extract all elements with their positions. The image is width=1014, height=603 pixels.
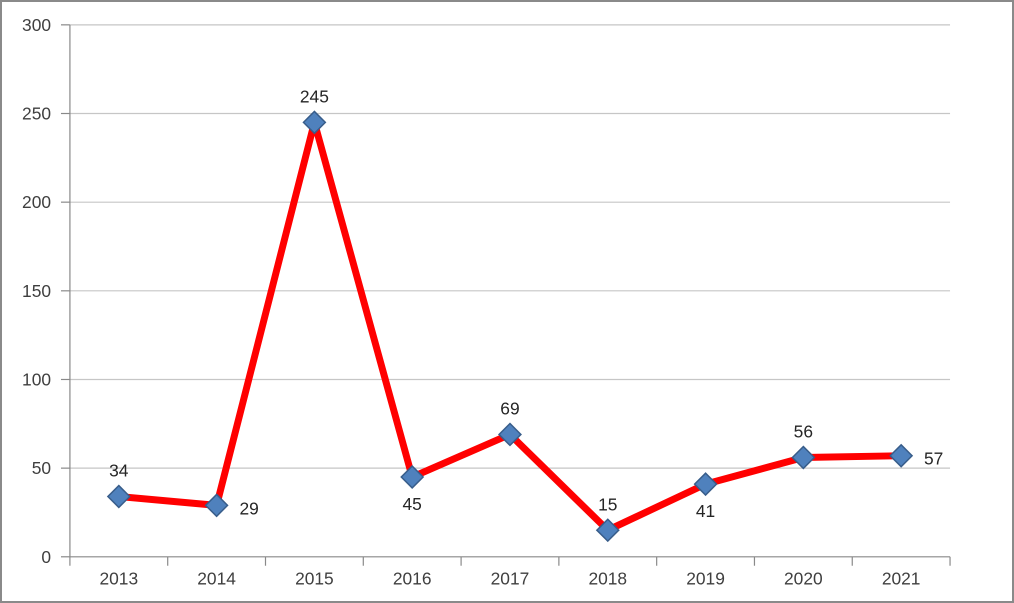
data-point-marker — [693, 472, 718, 497]
data-point-marker — [400, 465, 425, 489]
y-axis-label: 50 — [32, 458, 51, 478]
data-point-marker — [595, 518, 620, 543]
data-point-marker — [106, 484, 131, 509]
data-point-marker — [791, 445, 816, 470]
data-label: 245 — [300, 87, 329, 107]
x-axis-label: 2015 — [295, 569, 334, 589]
y-axis-label: 250 — [22, 104, 51, 124]
x-axis-label: 2018 — [588, 569, 627, 589]
y-axis-label: 100 — [22, 369, 51, 389]
data-label: 57 — [924, 449, 943, 469]
data-label: 29 — [239, 498, 258, 518]
x-axis-label: 2017 — [491, 569, 530, 589]
y-axis-label: 200 — [22, 192, 51, 212]
x-axis-label: 2016 — [393, 569, 432, 589]
x-axis-label: 2019 — [686, 569, 725, 589]
data-point-marker — [497, 422, 522, 447]
y-axis-label: 0 — [41, 547, 51, 567]
y-axis-label: 300 — [22, 15, 51, 35]
y-axis-label: 150 — [22, 281, 51, 301]
data-label: 34 — [109, 461, 129, 481]
data-label: 15 — [598, 494, 617, 514]
x-axis-label: 2014 — [197, 569, 236, 589]
data-label: 56 — [794, 422, 813, 442]
data-point-marker — [302, 110, 327, 135]
x-axis-label: 2020 — [784, 569, 823, 589]
x-axis-label: 2013 — [99, 569, 138, 589]
data-label: 45 — [403, 494, 422, 514]
data-label: 69 — [500, 399, 519, 419]
series-line — [115, 118, 905, 534]
data-label: 41 — [696, 501, 715, 521]
data-point-marker — [889, 443, 914, 468]
x-axis-label: 2021 — [882, 569, 921, 589]
data-point-marker — [204, 493, 229, 518]
